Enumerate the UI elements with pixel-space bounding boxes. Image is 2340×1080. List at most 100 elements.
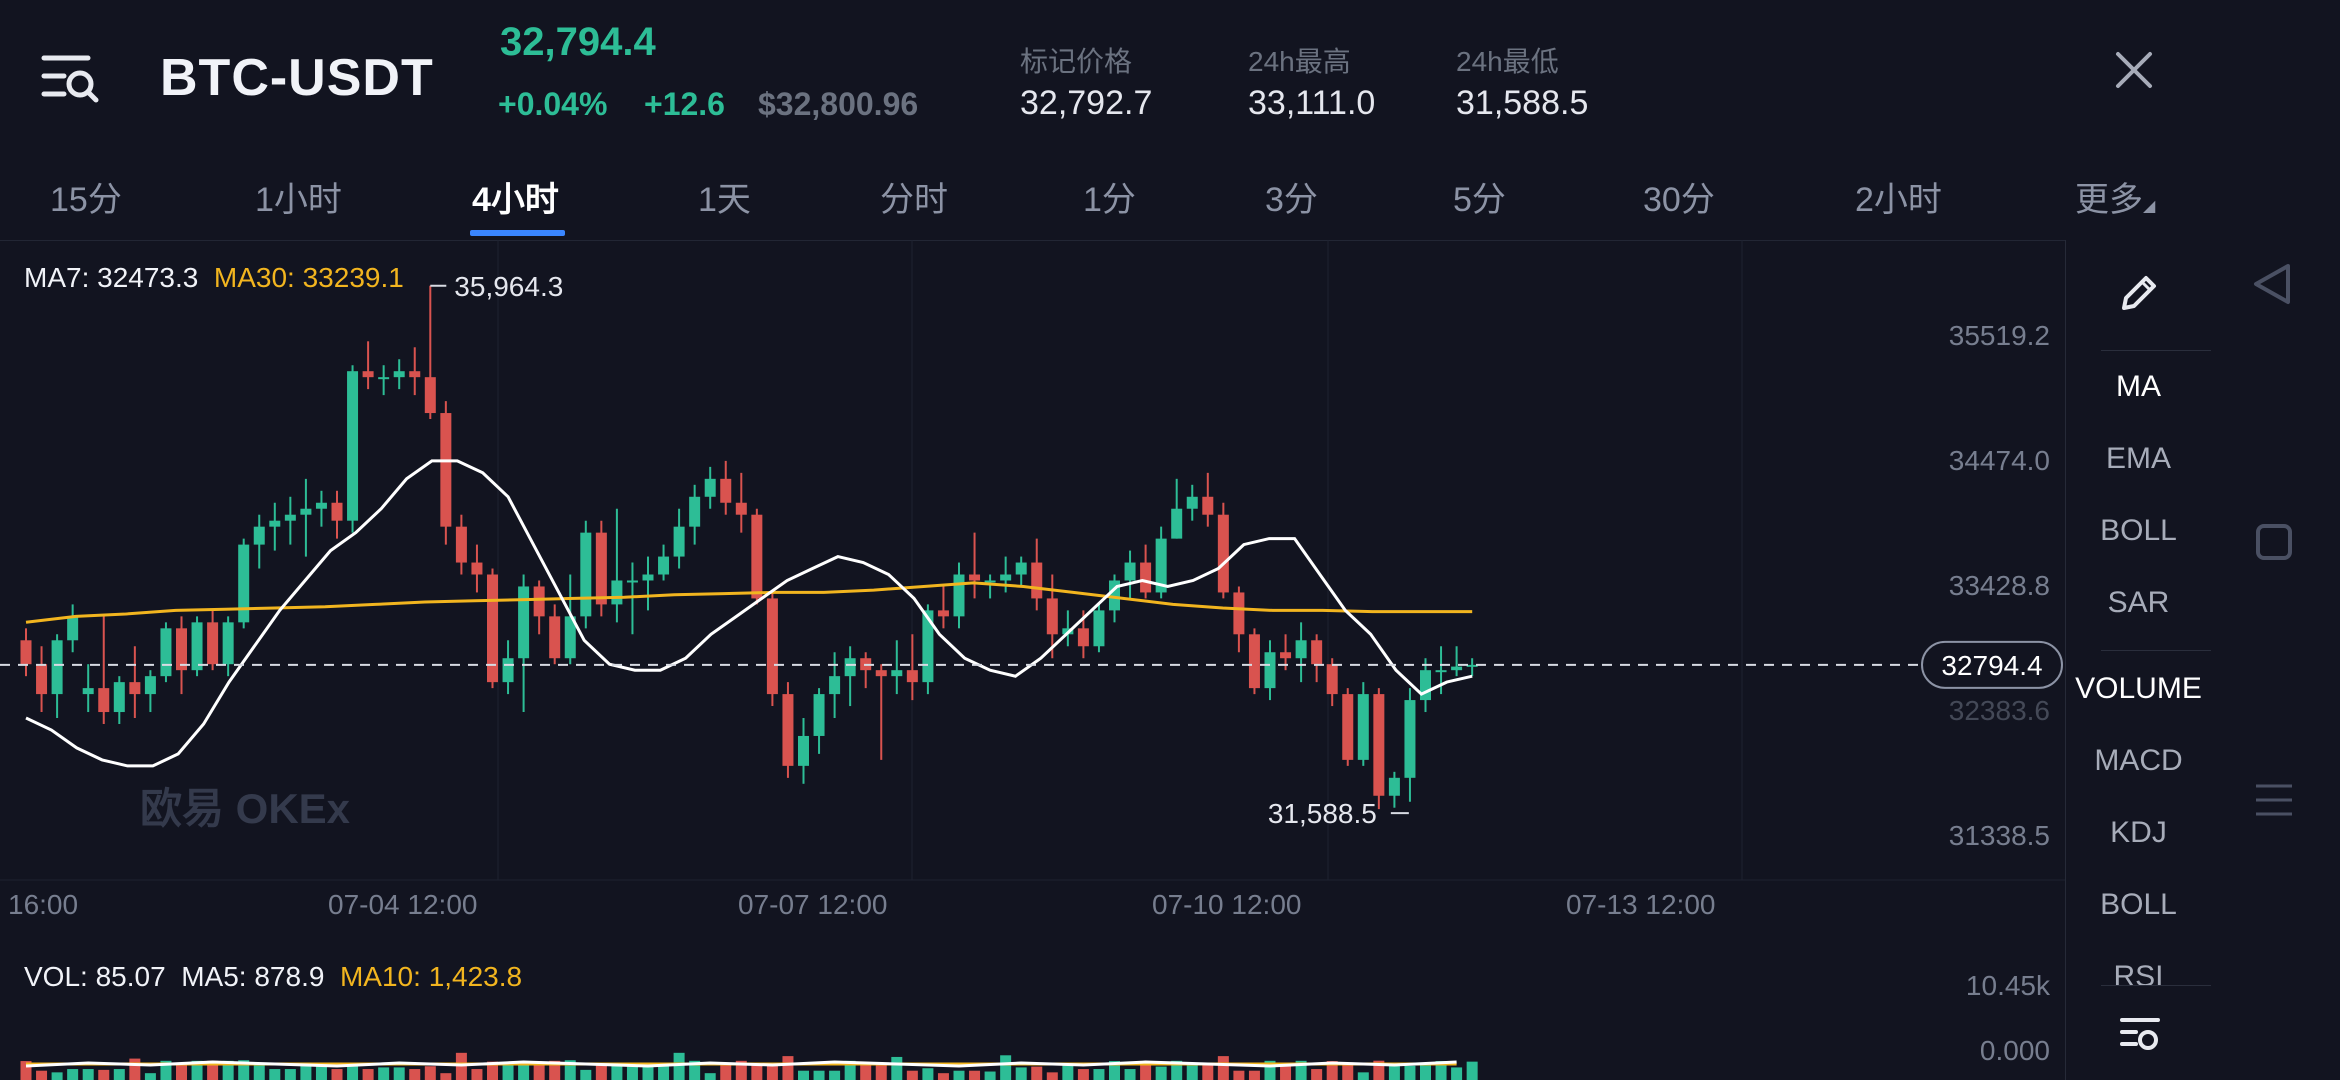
indicator-boll-sub[interactable]: BOLL (2100, 888, 2177, 921)
volume-ma5-value: MA5: 878.9 (181, 961, 325, 992)
indicator-ma[interactable]: MA (2116, 370, 2161, 403)
volume-bar (284, 1069, 296, 1080)
candle-body (207, 622, 219, 665)
volume-bar (844, 1060, 856, 1080)
menu-search-button[interactable] (40, 48, 100, 108)
change-amount: +12.6 (644, 86, 725, 122)
candle-body (766, 598, 778, 695)
volume-bar (51, 1072, 63, 1080)
indicator-rsi[interactable]: RSI (2113, 960, 2164, 986)
nav-menu-button[interactable] (2254, 780, 2294, 825)
candle-body (580, 532, 592, 617)
okex-watermark: 欧易 OKEx (140, 785, 351, 832)
volume-bar (673, 1052, 685, 1080)
candle-body (1031, 562, 1043, 599)
draw-tool-button[interactable] (2116, 272, 2160, 321)
volume-bar (1109, 1061, 1120, 1080)
indicator-macd[interactable]: MACD (2094, 744, 2183, 777)
tab-1m[interactable]: 1分 (1083, 181, 1136, 219)
tab-2h[interactable]: 2小时 (1855, 181, 1942, 219)
candle-body (937, 610, 949, 617)
candle-body (36, 664, 48, 695)
indicator-volume[interactable]: VOLUME (2075, 672, 2202, 705)
tab-1d[interactable]: 1天 (698, 181, 751, 219)
nav-home-button[interactable] (2254, 522, 2294, 567)
volume-bar (191, 1060, 203, 1080)
tab-3m[interactable]: 3分 (1265, 181, 1318, 219)
candle-body (689, 496, 701, 527)
volume-bar (1388, 1063, 1400, 1080)
candle-body (626, 580, 638, 583)
tab-4h[interactable]: 4小时 (472, 181, 559, 219)
tab-more[interactable]: 更多◢ (2075, 172, 2155, 221)
indicator-settings-button[interactable] (2118, 1012, 2162, 1061)
close-icon (2116, 52, 2152, 88)
high-marker: 35,964.3 (430, 271, 563, 302)
volume-bar (1202, 1064, 1214, 1080)
candle-body (1466, 664, 1478, 667)
pencil-icon (2122, 276, 2156, 310)
volume-legend: VOL: 85.07 MA5: 878.9 MA10: 1,423.8 (24, 961, 522, 993)
indicator-ema[interactable]: EMA (2105, 442, 2171, 475)
candle-body (1342, 694, 1354, 760)
volume-bar (549, 1060, 561, 1080)
ma7-value: MA7: 32473.3 (24, 262, 199, 293)
x-tick-label: 07-10 12:00 (1152, 889, 1301, 920)
x-tick-label: 07-13 12:00 (1566, 889, 1715, 920)
mark-price-label: 标记价格 (1020, 46, 1133, 77)
volume-bar (1155, 1066, 1167, 1080)
candle-body (409, 371, 421, 378)
nav-back-button[interactable] (2250, 260, 2294, 313)
candle-body (51, 640, 63, 695)
candle-body (518, 586, 530, 659)
candle-body (20, 640, 32, 665)
tab-15m[interactable]: 15分 (50, 181, 122, 219)
low-marker-label: 31,588.5 (1268, 798, 1377, 829)
volume-bar (1171, 1060, 1183, 1080)
volume-bar (953, 1070, 965, 1080)
indicator-boll[interactable]: BOLL (2100, 514, 2177, 547)
tab-5m[interactable]: 5分 (1453, 181, 1506, 219)
volume-bar (1233, 1070, 1245, 1080)
tab-1h[interactable]: 1小时 (255, 181, 342, 219)
candle-body (1140, 562, 1152, 593)
candle-body (1420, 670, 1431, 701)
candle-body (673, 526, 685, 557)
volume-bar (440, 1073, 452, 1080)
volume-bar (1248, 1070, 1260, 1080)
tab-timeline[interactable]: 分时 (880, 181, 948, 219)
volume-bar (113, 1069, 125, 1080)
volume-bar (782, 1056, 794, 1080)
candle-body (969, 574, 981, 581)
current-price-tag: 32794.4 (1921, 640, 2063, 689)
candle-body (1155, 538, 1167, 593)
volume-bar (1000, 1055, 1012, 1080)
trading-pair-title: BTC-USDT (160, 49, 434, 107)
volume-bar (487, 1061, 498, 1080)
candle-body (176, 628, 187, 671)
indicator-sar[interactable]: SAR (2107, 586, 2170, 619)
candle-body (129, 682, 141, 695)
volume-ma5-line (25, 1060, 1457, 1068)
usd-price: $32,800.96 (758, 86, 919, 122)
tab-30m[interactable]: 30分 (1643, 181, 1715, 219)
volume-bar (144, 1073, 156, 1080)
candle-body (1046, 598, 1058, 635)
volume-bar (1264, 1060, 1276, 1080)
candle-body (82, 688, 94, 695)
last-price: 32,794.4 (500, 20, 656, 64)
candle-body (1435, 670, 1447, 673)
volume-bar (922, 1068, 934, 1080)
indicator-kdj[interactable]: KDJ (2110, 816, 2167, 849)
candle-body (875, 670, 887, 677)
candle-body (191, 622, 203, 671)
candle-body (502, 658, 514, 683)
volume-bar (829, 1070, 841, 1080)
candle-body (1248, 634, 1260, 689)
close-button[interactable] (2112, 48, 2156, 92)
candle-body (424, 377, 436, 414)
volume-bar (626, 1066, 638, 1080)
volume-bar (82, 1069, 94, 1080)
candlestick-chart[interactable]: 欧易 OKEx 35519.2 34474.0 33428.8 32383.6 … (0, 240, 2065, 1080)
candle-body (393, 371, 405, 378)
